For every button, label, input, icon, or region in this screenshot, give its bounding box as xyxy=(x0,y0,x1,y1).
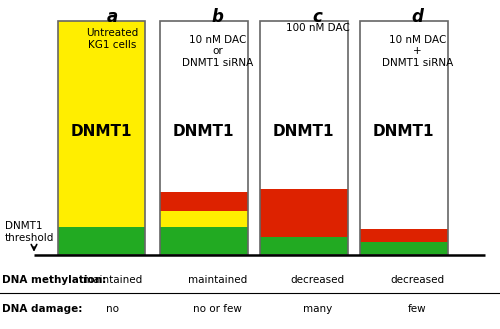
Text: no or few: no or few xyxy=(193,304,242,314)
Text: DNMT1: DNMT1 xyxy=(273,124,334,139)
Text: DNMT1: DNMT1 xyxy=(173,124,234,139)
Text: DNA methylation:: DNA methylation: xyxy=(2,275,107,285)
Text: DNMT1: DNMT1 xyxy=(70,124,132,139)
Bar xyxy=(58,21,145,255)
Text: DNA damage:: DNA damage: xyxy=(2,304,83,314)
Text: b: b xyxy=(212,8,224,26)
Bar xyxy=(360,21,448,229)
Text: DNMT1
threshold: DNMT1 threshold xyxy=(5,221,54,243)
Text: decreased: decreased xyxy=(390,275,444,285)
Bar xyxy=(360,229,448,242)
Bar xyxy=(260,189,348,237)
Bar xyxy=(160,21,248,255)
Bar xyxy=(160,211,248,227)
Text: 10 nM DAC
+
DNMT1 siRNA: 10 nM DAC + DNMT1 siRNA xyxy=(382,35,453,68)
Bar xyxy=(360,242,448,255)
Text: few: few xyxy=(408,304,427,314)
Text: 10 nM DAC
or
DNMT1 siRNA: 10 nM DAC or DNMT1 siRNA xyxy=(182,35,253,68)
Text: Untreated
KG1 cells: Untreated KG1 cells xyxy=(86,28,139,50)
Text: a: a xyxy=(107,8,118,26)
Text: maintained: maintained xyxy=(188,275,247,285)
Bar xyxy=(260,21,348,255)
Text: c: c xyxy=(312,8,322,26)
Text: many: many xyxy=(303,304,332,314)
Bar xyxy=(160,192,248,211)
Bar xyxy=(160,21,248,192)
Bar xyxy=(58,227,145,255)
Text: DNMT1: DNMT1 xyxy=(373,124,434,139)
Bar xyxy=(260,21,348,189)
Text: 100 nM DAC: 100 nM DAC xyxy=(286,23,350,33)
Text: d: d xyxy=(412,8,424,26)
Bar xyxy=(160,227,248,255)
Bar xyxy=(260,237,348,255)
Bar xyxy=(58,21,145,227)
Bar xyxy=(360,21,448,255)
Text: decreased: decreased xyxy=(290,275,344,285)
Text: no: no xyxy=(106,304,119,314)
Text: maintained: maintained xyxy=(83,275,142,285)
